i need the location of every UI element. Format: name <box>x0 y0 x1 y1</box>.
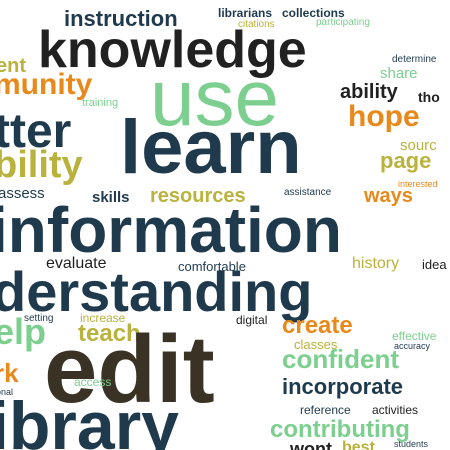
word-students: students <box>394 439 429 449</box>
word-information: information <box>0 194 342 266</box>
word-share: share <box>380 65 418 82</box>
word-confident: confident <box>282 344 399 374</box>
word-participating: participating <box>316 17 370 28</box>
word-accuracy: accuracy <box>394 341 431 351</box>
word-incorporate: incorporate <box>282 374 404 399</box>
word-digital: digital <box>236 313 268 327</box>
word-access: access <box>74 375 112 389</box>
word-hope: hope <box>348 100 420 133</box>
word-knowledge: knowledge <box>38 21 307 79</box>
word-collections: collections <box>282 6 345 20</box>
word-onal: onal <box>0 387 14 397</box>
word-munity: munity <box>0 68 93 101</box>
word-resources: resources <box>150 185 246 207</box>
word-interested: interested <box>398 179 438 189</box>
word-elp: elp <box>0 311 47 352</box>
word-training: training <box>82 97 119 109</box>
word-librarians: librarians <box>218 6 273 20</box>
word-comfortable: comfortable <box>178 259 246 274</box>
word-best: best <box>342 439 375 450</box>
word-classes: classes <box>294 337 338 352</box>
word-reference: reference <box>300 403 351 417</box>
word-rk: rk <box>0 358 19 388</box>
word-ability: ability <box>340 81 398 103</box>
word-assistance: assistance <box>284 187 332 198</box>
word-derstanding: derstanding <box>0 260 313 323</box>
word-tho: tho <box>418 89 440 105</box>
word-increase: increase <box>80 311 126 325</box>
word-ways: ways <box>364 185 413 207</box>
word-assess: assess <box>0 185 45 202</box>
word-effective: effective <box>392 329 437 343</box>
word-instruction: instruction <box>64 6 178 31</box>
word-skills: skills <box>92 189 130 206</box>
word-edit: edit <box>44 316 215 423</box>
word-setting: setting <box>24 313 54 324</box>
word-ibrary: ibrary <box>0 388 179 450</box>
word-teach: teach <box>78 320 141 347</box>
word-citations: citations <box>238 19 275 30</box>
word-idea: idea <box>422 257 447 272</box>
word-evaluate: evaluate <box>46 255 107 272</box>
word-activities: activities <box>372 403 419 417</box>
word-wont: wont <box>290 439 332 450</box>
word-page: page <box>380 148 432 173</box>
word-determine: determine <box>392 54 437 65</box>
word-sourc: sourc <box>400 137 437 154</box>
word-history: history <box>352 255 400 272</box>
word-bility: bility <box>0 144 83 186</box>
word-create: create <box>282 312 353 339</box>
word-contributing: contributing <box>270 416 410 443</box>
word-tter: tter <box>0 105 72 158</box>
word-learn: learn <box>120 105 302 190</box>
word-ent: ent <box>0 55 26 77</box>
word-use: use <box>150 53 279 142</box>
